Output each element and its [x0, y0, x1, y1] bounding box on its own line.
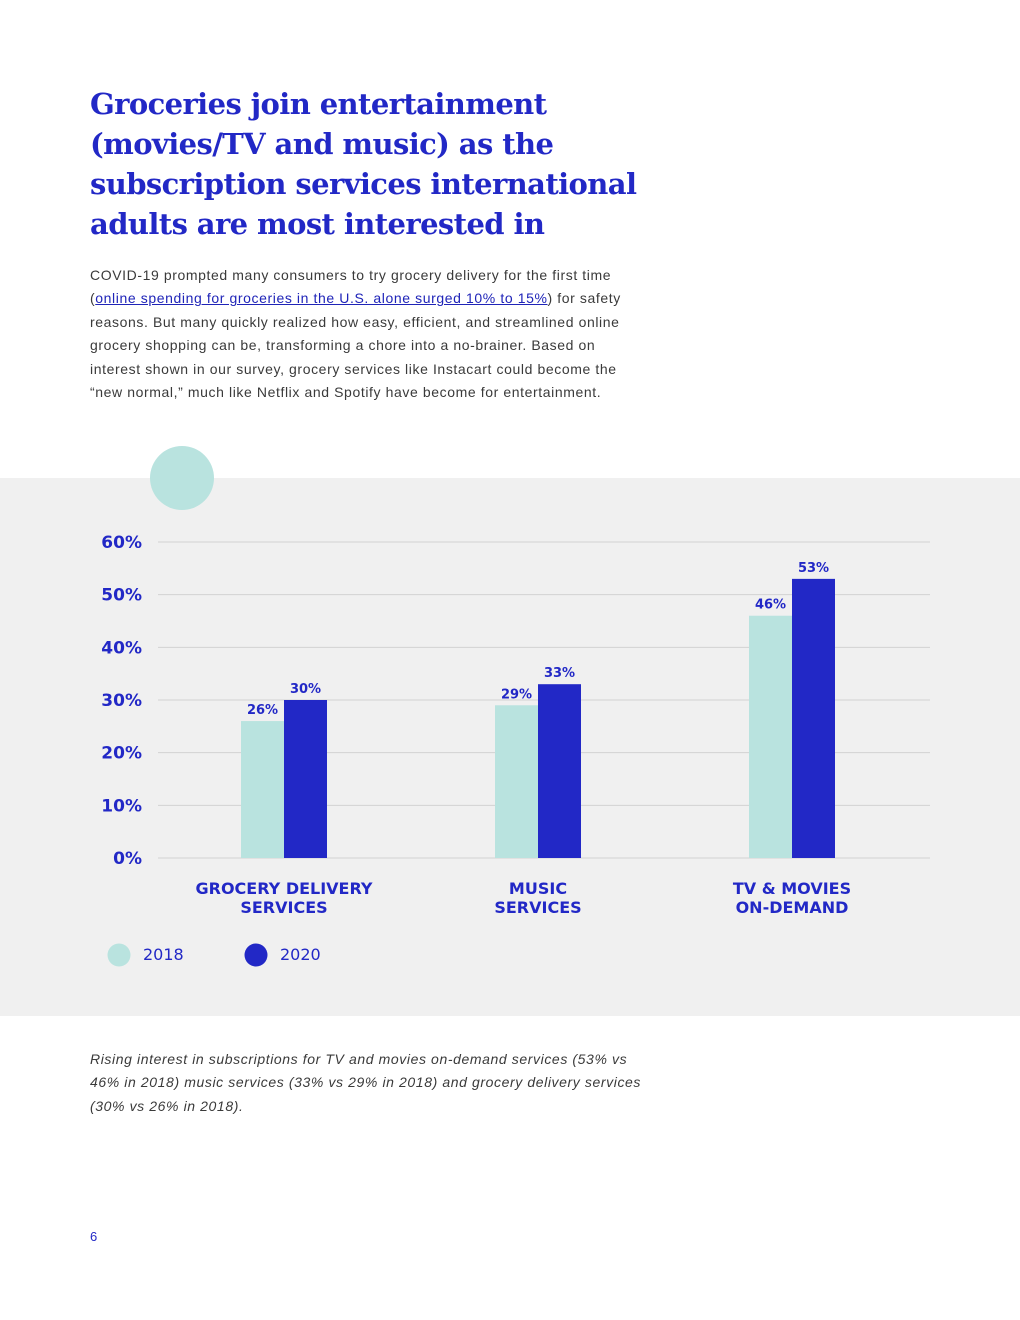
x-tick-label: GROCERY DELIVERY: [195, 879, 372, 898]
y-tick-label: 10%: [101, 796, 142, 816]
legend-label-2018: 2018: [143, 945, 184, 964]
legend-marker-2020: [244, 943, 268, 967]
bar-2020: [538, 684, 581, 858]
y-tick-label: 30%: [101, 691, 142, 711]
legend-marker-2018: [107, 943, 131, 967]
y-tick-label: 20%: [101, 744, 142, 764]
data-label: 46%: [755, 598, 786, 613]
page-title: Groceries join entertainment (movies/TV …: [90, 87, 637, 241]
y-tick-label: 0%: [113, 849, 142, 869]
bar-2018: [241, 721, 284, 858]
x-tick-label: MUSIC: [509, 879, 567, 898]
x-tick-label: TV & MOVIES: [733, 879, 851, 898]
y-tick-label: 40%: [101, 638, 142, 658]
data-label: 53%: [798, 561, 829, 576]
intro-text-start: COVID-19 prompted many consumers to try …: [90, 267, 612, 307]
data-label: 29%: [501, 687, 532, 702]
intro-paragraph: COVID-19 prompted many consumers to try …: [90, 264, 650, 404]
decorative-circle: [150, 446, 214, 510]
y-tick-label: 50%: [101, 586, 142, 606]
intro-text-end: ) for safety reasons. But many quickly r…: [90, 290, 621, 401]
bar-chart: 0% 10% 20% 30% 40% 50% 60% 26% 30% GROCERY DELIVE…: [101, 533, 930, 967]
bar-2020: [284, 700, 327, 858]
x-tick-label: SERVICES: [494, 898, 581, 917]
x-tick-label: ON-DEMAND: [736, 898, 849, 917]
data-label: 26%: [247, 703, 278, 718]
data-label: 33%: [544, 666, 575, 681]
y-tick-label: 60%: [101, 533, 142, 553]
x-tick-label: SERVICES: [240, 898, 327, 917]
page-number: 6: [90, 1229, 98, 1244]
grocery-spending-link[interactable]: online spending for groceries in the U.S…: [95, 290, 548, 307]
bar-2020: [792, 578, 835, 858]
data-label: 30%: [290, 682, 321, 697]
bar-2018: [749, 615, 792, 858]
bar-2018: [495, 705, 538, 858]
legend-label-2020: 2020: [280, 945, 321, 964]
chart-caption: Rising interest in subscriptions for TV …: [90, 1051, 642, 1114]
